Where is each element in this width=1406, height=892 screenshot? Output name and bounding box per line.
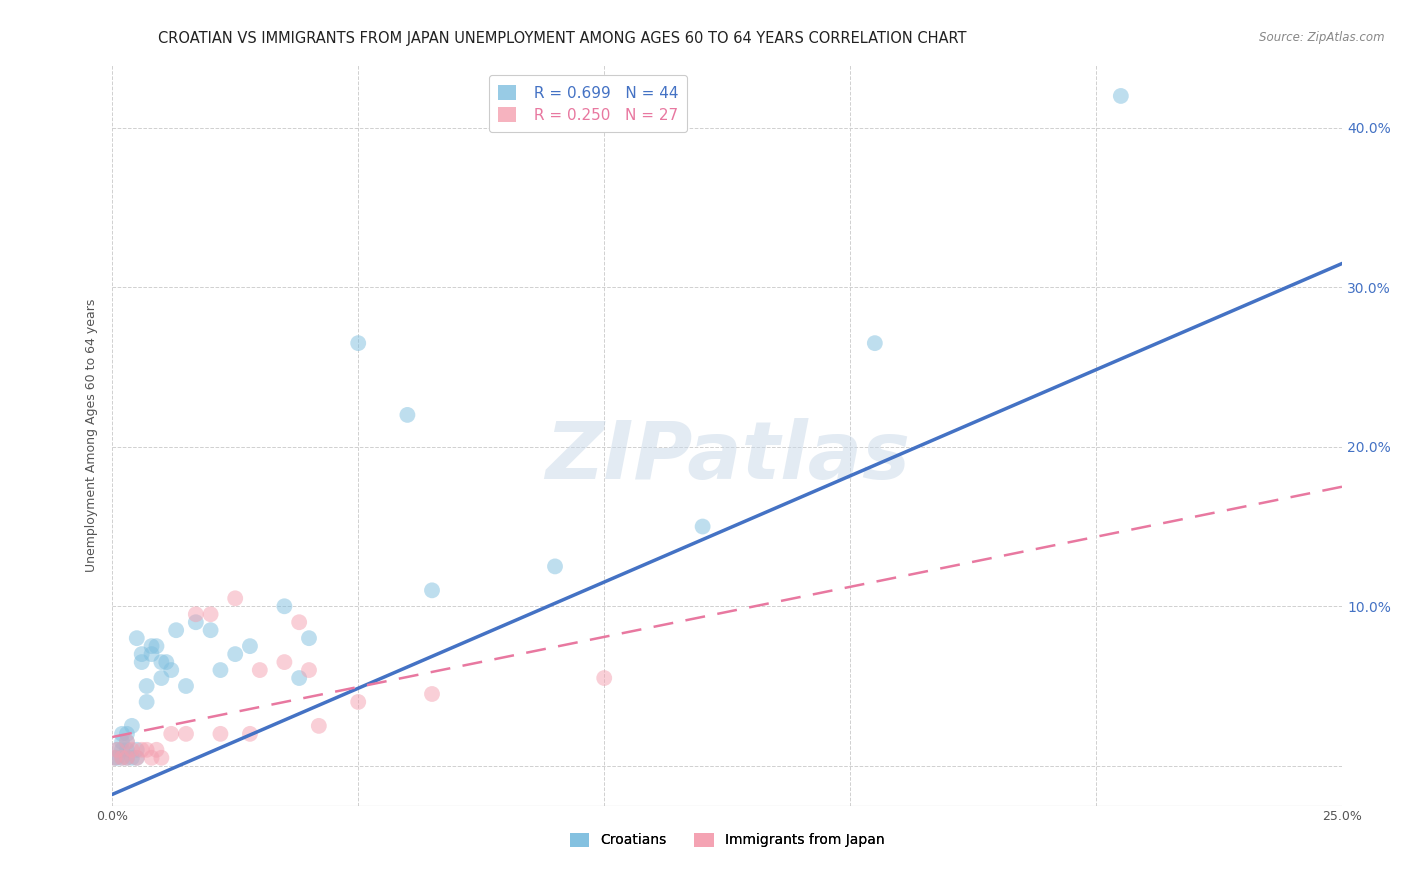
Point [1109,89,1132,103]
Point [105,751,128,765]
Point [298,663,321,677]
Point [135,743,157,757]
Point [863,336,886,351]
Point [141,751,163,765]
Point [174,679,197,693]
Point [145,743,167,757]
Point [239,639,262,653]
Point [184,607,207,622]
Text: ZIPatlas: ZIPatlas [544,418,910,496]
Point [125,751,148,765]
Point [135,695,157,709]
Point [273,599,295,614]
Point [141,647,163,661]
Point [273,655,295,669]
Point [111,727,134,741]
Point [184,615,207,630]
Point [125,743,148,757]
Point [160,663,183,677]
Point [209,727,232,741]
Point [115,751,138,765]
Point [105,743,128,757]
Text: Source: ZipAtlas.com: Source: ZipAtlas.com [1260,31,1385,45]
Text: CROATIAN VS IMMIGRANTS FROM JAPAN UNEMPLOYMENT AMONG AGES 60 TO 64 YEARS CORRELA: CROATIAN VS IMMIGRANTS FROM JAPAN UNEMPL… [157,31,967,46]
Point [224,647,246,661]
Point [104,751,127,765]
Legend: Croatians, Immigrants from Japan: Croatians, Immigrants from Japan [562,826,891,855]
Point [145,639,167,653]
Point [111,751,134,765]
Point [105,743,128,757]
Point [111,751,134,765]
Point [131,743,153,757]
Point [200,623,222,637]
Point [347,336,370,351]
Y-axis label: Unemployment Among Ages 60 to 64 years: Unemployment Among Ages 60 to 64 years [86,298,98,572]
Point [121,743,143,757]
Point [150,751,173,765]
Point [308,719,330,733]
Point [104,751,127,765]
Point [692,519,714,533]
Point [544,559,567,574]
Point [249,663,271,677]
Point [111,735,134,749]
Point [115,735,138,749]
Point [115,743,138,757]
Point [121,751,143,765]
Point [174,727,197,741]
Point [165,623,187,637]
Point [115,735,138,749]
Point [111,743,134,757]
Point [288,615,311,630]
Point [135,679,157,693]
Point [150,671,173,685]
Point [131,655,153,669]
Point [131,647,153,661]
Point [239,727,262,741]
Point [125,631,148,645]
Point [209,663,232,677]
Point [121,719,143,733]
Point [396,408,419,422]
Point [155,655,177,669]
Point [224,591,246,606]
Point [150,655,173,669]
Point [115,727,138,741]
Point [420,687,443,701]
Point [141,639,163,653]
Point [200,607,222,622]
Point [115,751,138,765]
Point [347,695,370,709]
Point [125,751,148,765]
Point [160,727,183,741]
Point [298,631,321,645]
Point [288,671,311,685]
Point [420,583,443,598]
Point [593,671,616,685]
